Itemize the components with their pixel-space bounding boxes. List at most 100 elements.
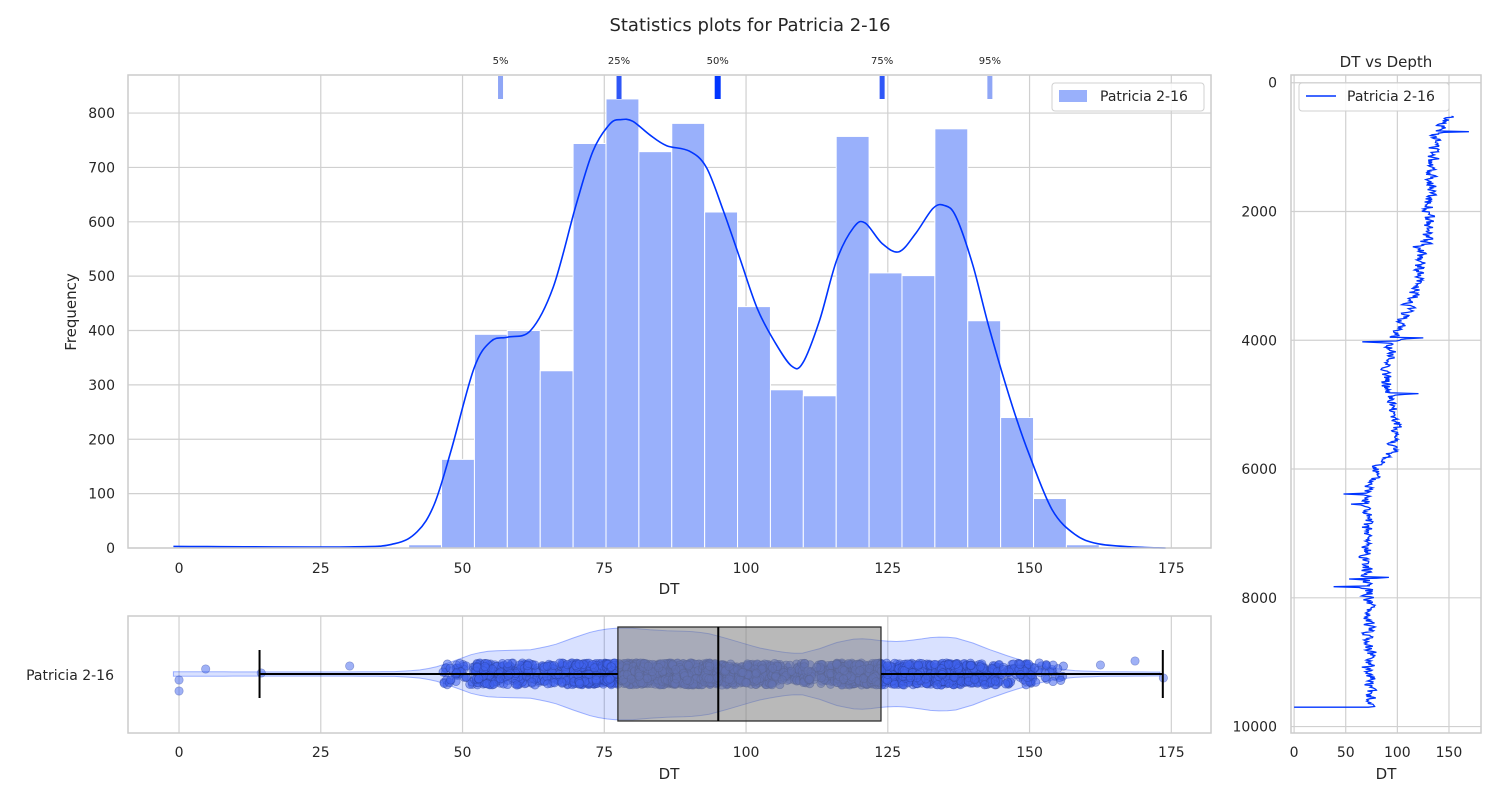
histogram-bar <box>901 275 936 549</box>
strip-point <box>543 679 553 689</box>
outlier-point <box>1095 660 1105 670</box>
y-tick-label: 600 <box>88 215 115 231</box>
y-tick-label: 0 <box>1268 76 1277 92</box>
strip-point <box>480 661 490 672</box>
histogram-bar <box>605 98 640 549</box>
strip-point <box>1034 658 1044 668</box>
strip-point <box>591 675 601 685</box>
strip-point <box>1048 660 1058 670</box>
figure-title: Statistics plots for Patricia 2-16 <box>609 15 890 36</box>
depth-frame <box>1290 74 1482 734</box>
percentile-label: 95% <box>979 56 1001 67</box>
strip-point <box>913 660 923 670</box>
x-tick-label: 175 <box>1158 745 1185 761</box>
percentile-label: 5% <box>493 56 509 67</box>
x-tick-label: 100 <box>1384 745 1411 761</box>
histogram-bar <box>1000 417 1035 549</box>
legend-swatch <box>1059 90 1087 102</box>
strip-point <box>574 659 584 669</box>
percentile-marker <box>987 76 993 99</box>
legend-label: Patricia 2-16 <box>1100 89 1188 105</box>
strip-point <box>903 659 913 669</box>
strip-point <box>549 660 559 671</box>
strip-point <box>474 674 484 684</box>
strip-point <box>1001 679 1011 689</box>
histogram-bar <box>671 122 706 549</box>
strip-point <box>970 675 980 685</box>
box-elements <box>258 626 1164 722</box>
strip-point <box>527 677 537 687</box>
strip-point <box>605 674 615 684</box>
x-tick-label: 0 <box>175 745 184 761</box>
histogram-bar <box>868 272 903 549</box>
y-tick-label: 200 <box>88 432 115 448</box>
histogram-bars <box>177 98 1166 549</box>
strip-point <box>975 662 985 672</box>
histogram-bar <box>506 330 541 549</box>
strip-point <box>921 674 931 684</box>
depth-legend-box <box>1298 82 1450 112</box>
kde-curve <box>173 118 1166 549</box>
strip-point <box>990 676 1000 686</box>
x-tick-label: 25 <box>312 561 330 577</box>
strip-point <box>1048 676 1058 687</box>
depth-x-label: DT <box>1376 765 1398 783</box>
x-tick-label: 0 <box>1290 745 1299 761</box>
strip-point <box>522 661 532 671</box>
strip-point <box>606 662 616 672</box>
depth-y-ticks: 0 2000 4000 6000 8000 10000 <box>1232 76 1277 736</box>
x-tick-label: 150 <box>1016 561 1043 577</box>
strip-point <box>999 664 1009 675</box>
histogram-bar <box>835 135 870 549</box>
x-tick-label: 50 <box>454 561 472 577</box>
boxplot-category-label: Patricia 2-16 <box>26 668 114 684</box>
percentile-marker <box>714 76 721 99</box>
y-tick-label: 2000 <box>1241 204 1277 220</box>
box-iqr <box>617 626 882 722</box>
depth-legend-label: Patricia 2-16 <box>1347 89 1435 105</box>
boxplot-frame <box>127 615 1212 734</box>
outlier-point <box>174 675 184 685</box>
strip-point <box>951 659 961 669</box>
x-tick-label: 50 <box>1337 745 1355 761</box>
x-tick-label: 150 <box>1016 745 1043 761</box>
histogram-frame <box>127 74 1212 549</box>
x-tick-label: 0 <box>175 561 184 577</box>
percentile-label: 75% <box>871 56 893 67</box>
depth-legend: Patricia 2-16 <box>1298 82 1450 112</box>
strip-point <box>1056 675 1066 685</box>
strip-point <box>882 661 892 671</box>
depth-x-ticks: 0 50 100 150 <box>1290 745 1463 761</box>
histogram-x-label: DT <box>659 580 681 598</box>
strip-point <box>503 658 513 669</box>
strip-point <box>445 663 455 673</box>
y-tick-label: 700 <box>88 160 115 176</box>
boxplot-panel: 0 25 50 75 100 125 150 175 Patricia 2-16 DT <box>26 615 1212 783</box>
histogram-bar <box>572 143 607 549</box>
strip-point <box>1015 659 1025 669</box>
x-tick-label: 175 <box>1158 561 1185 577</box>
histogram-x-ticks: 0 25 50 75 100 125 150 175 <box>175 561 1185 577</box>
y-tick-label: 0 <box>106 541 115 557</box>
y-tick-label: 8000 <box>1241 591 1277 607</box>
histogram-bar <box>704 211 739 549</box>
strip-point <box>445 675 456 685</box>
histogram-bar <box>967 320 1002 549</box>
histogram-bar <box>737 306 771 549</box>
strip-point <box>944 678 954 689</box>
strip-point <box>932 680 942 690</box>
strip-point <box>1031 677 1041 687</box>
strip-point <box>557 677 567 687</box>
boxplot-x-label: DT <box>659 765 681 783</box>
y-tick-label: 4000 <box>1241 333 1277 349</box>
percentile-marker <box>616 76 622 99</box>
histogram-bar <box>638 151 673 549</box>
x-tick-label: 75 <box>595 561 613 577</box>
percentile-marker <box>879 76 885 99</box>
histogram-bar <box>473 333 508 549</box>
x-tick-label: 75 <box>595 745 613 761</box>
x-tick-label: 50 <box>454 745 472 761</box>
strip-point <box>455 658 465 669</box>
strip-point <box>512 680 522 690</box>
